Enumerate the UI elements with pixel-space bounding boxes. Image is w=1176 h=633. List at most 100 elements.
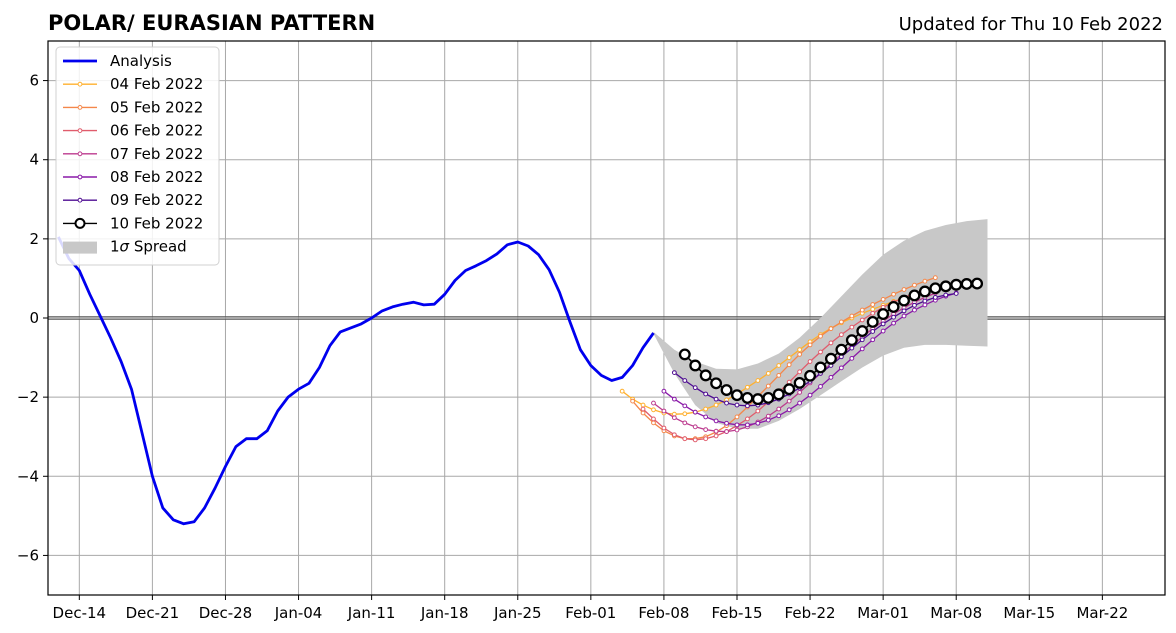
series-point	[950, 278, 963, 291]
series-point	[912, 282, 917, 288]
series-point	[755, 378, 761, 383]
updated-date: Updated for Thu 10 Feb 2022	[899, 14, 1163, 35]
analysis-line	[57, 236, 655, 526]
series-point	[678, 348, 691, 361]
series-point	[713, 396, 719, 402]
series-point	[797, 347, 803, 353]
series-point	[713, 428, 719, 434]
series-point	[859, 346, 865, 352]
series-point	[745, 416, 750, 422]
legend-item: 06 Feb 2022	[63, 122, 203, 140]
series-point	[786, 398, 792, 404]
series-point	[804, 369, 817, 382]
series-point	[891, 320, 896, 326]
series-point	[828, 374, 834, 380]
series-point	[797, 389, 803, 395]
legend-marker	[77, 174, 83, 180]
series-point	[953, 291, 959, 296]
x-axis: Dec-14 Dec-21 Dec-28 Jan-04 Jan-11 Jan-18 Jan-…	[53, 595, 1128, 622]
series-point	[776, 413, 782, 419]
series-point	[960, 278, 973, 290]
series-point	[838, 319, 844, 325]
chart-title: POLAR/ EURASIAN PATTERN	[48, 11, 375, 35]
series-point	[692, 424, 698, 430]
legend-marker	[77, 197, 83, 203]
legend-item: 1σ Spread	[63, 238, 187, 256]
series-point	[838, 332, 844, 338]
legend-label: 04 Feb 2022	[110, 75, 203, 93]
series-point	[724, 420, 729, 426]
series-point	[703, 427, 709, 432]
series-point	[849, 355, 855, 361]
series-point	[818, 384, 823, 389]
series-point	[671, 396, 677, 402]
series-point	[661, 408, 667, 414]
x-tick-label: Feb-01	[565, 604, 616, 622]
series-point	[818, 349, 823, 355]
series-point	[741, 391, 754, 404]
series-point	[710, 377, 723, 390]
x-tick-label: Jan-25	[493, 604, 542, 622]
series-point	[671, 432, 677, 438]
series-point	[866, 316, 879, 328]
legend-label: 08 Feb 2022	[110, 168, 203, 186]
series-point	[713, 402, 719, 408]
series-point	[901, 313, 907, 319]
series-point	[682, 411, 688, 417]
series-point	[692, 385, 698, 391]
series-point	[922, 298, 928, 304]
series-point	[765, 413, 771, 419]
series-point	[640, 410, 646, 416]
series-point	[765, 371, 771, 376]
x-tick-label: Dec-21	[126, 604, 180, 622]
legend-box	[55, 46, 220, 266]
series-point	[751, 393, 764, 406]
legend-item: 10 Feb 2022	[63, 214, 203, 232]
series-point	[807, 359, 813, 364]
series-point	[887, 300, 900, 313]
spread-area	[653, 219, 988, 429]
series-point	[818, 333, 823, 339]
series-point	[713, 418, 719, 424]
legend-label: 09 Feb 2022	[110, 191, 203, 209]
legend-marker	[77, 81, 83, 87]
series-point	[870, 302, 876, 307]
series-point	[912, 302, 917, 308]
x-tick-label: Mar-15	[1003, 604, 1055, 622]
series-point	[699, 369, 712, 382]
legend-label: 07 Feb 2022	[110, 145, 203, 163]
series-point	[765, 383, 771, 389]
series-point	[651, 400, 656, 406]
series-point	[772, 388, 785, 401]
series-point	[724, 429, 729, 434]
series-point	[898, 294, 910, 307]
series-point	[891, 291, 896, 297]
series-point	[682, 403, 688, 409]
series-point	[671, 415, 677, 421]
series-point	[720, 384, 733, 396]
series-point	[877, 308, 890, 320]
series-point	[786, 407, 792, 413]
series-point	[703, 436, 709, 442]
legend-swatch	[63, 241, 97, 254]
legend-item: 09 Feb 2022	[63, 191, 203, 209]
y-axis: 6 4 2 0 −2 −4 −6	[17, 72, 48, 564]
series-point	[880, 328, 886, 334]
series-point	[640, 402, 646, 408]
x-tick-label: Mar-22	[1076, 604, 1128, 622]
legend: Analysis 04 Feb 2022 05 Feb 2022 06 Feb 202…	[55, 46, 220, 266]
legend-marker	[77, 151, 83, 157]
series-point	[828, 340, 834, 346]
series-point	[661, 388, 667, 394]
x-tick-label: Mar-08	[930, 604, 982, 622]
series-point	[932, 295, 938, 300]
legend-label: 10 Feb 2022	[110, 214, 203, 232]
series-point	[692, 409, 698, 415]
series-point	[745, 403, 750, 409]
series-point	[745, 384, 750, 390]
series-point	[797, 352, 803, 357]
series-point	[619, 388, 625, 394]
series-point	[703, 391, 709, 397]
legend-item: 08 Feb 2022	[63, 168, 203, 186]
series-point	[755, 408, 761, 414]
